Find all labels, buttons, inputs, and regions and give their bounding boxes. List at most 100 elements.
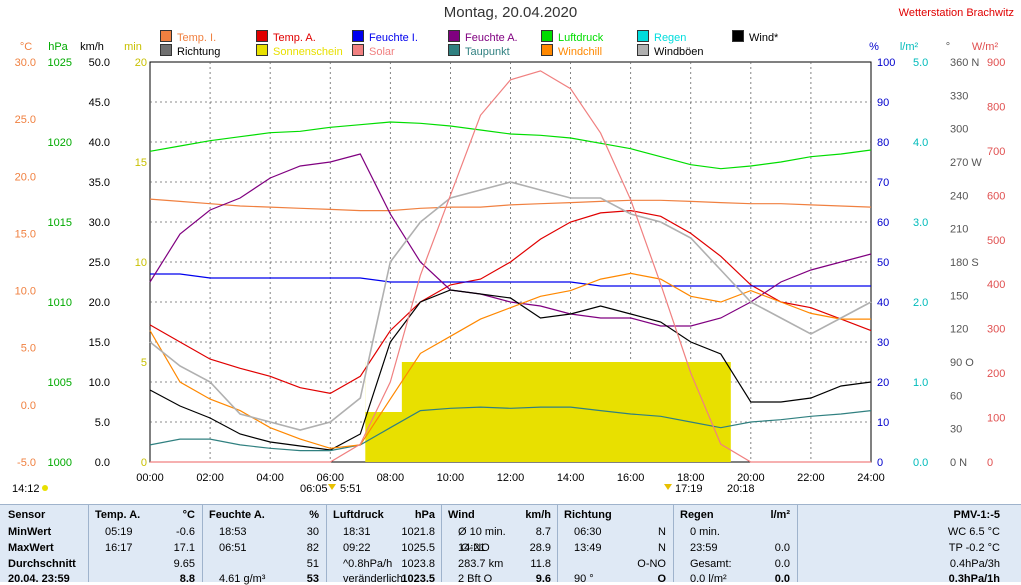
luftdruck-header: Luftdruck (333, 509, 384, 521)
pmv-header: PMV-1:-5 (953, 509, 1000, 521)
time-tick: 00:00 (136, 472, 164, 484)
feuchte-value: 82 (306, 542, 319, 554)
station-name: Wetterstation Brachwitz (898, 7, 1014, 19)
legend-label: Temp. A. (273, 32, 316, 44)
wind-tick: 35.0 (89, 177, 110, 189)
wind-tick: 10.0 (89, 377, 110, 389)
richtung-value: N (658, 526, 666, 538)
feuchte-cell: 4.61 g/m³ (219, 573, 266, 585)
legend-label: Richtung (177, 46, 221, 58)
direction-tick: 120 (950, 324, 968, 336)
solar-tick: 600 (987, 190, 1005, 202)
time-tick: 12:00 (497, 472, 525, 484)
legend-item: Feuchte I. (352, 30, 418, 44)
solar-tick: 300 (987, 324, 1005, 336)
legend-swatch (637, 30, 649, 42)
legend-swatch (732, 30, 744, 42)
axis-unit: km/h (80, 41, 104, 53)
humidity-tick: 90 (877, 97, 889, 109)
wind-value: 8.7 (535, 526, 551, 538)
time-tick: 02:00 (196, 472, 224, 484)
direction-tick: 360 N (950, 57, 979, 69)
sunshine-bars (365, 362, 731, 462)
temp-tick: 25.0 (15, 114, 36, 126)
table-divider (797, 505, 798, 582)
wind-cell: 283.7 km (458, 558, 504, 570)
temp-tick: 20.0 (15, 171, 36, 183)
humidity-tick: 30 (877, 337, 889, 349)
rain-tick: 4.0 (913, 137, 928, 149)
regen-cell: 0.0 l/m² (690, 573, 727, 585)
sunshine-gap (365, 362, 402, 412)
regen-header: Regen (680, 509, 714, 521)
rain-tick: 5.0 (913, 57, 928, 69)
direction-tick: 270 W (950, 157, 982, 169)
humidity-tick: 50 (877, 257, 889, 269)
regen-cell: 0 min. (690, 526, 720, 538)
series-luftdruck (149, 121, 872, 170)
richtung-cell: 06:30 (574, 526, 602, 538)
legend-swatch (160, 44, 172, 56)
table-divider (557, 505, 558, 582)
minute-tick: 20 (135, 57, 147, 69)
page-title: Montag, 20.04.2020 (443, 4, 578, 21)
legend-swatch (352, 44, 364, 56)
humidity-tick: 80 (877, 137, 889, 149)
direction-tick: 90 O (950, 357, 974, 369)
time-tick: 24:00 (857, 472, 885, 484)
axis-unit: hPa (48, 41, 68, 53)
humidity-tick: 60 (877, 217, 889, 229)
legend-swatch (160, 30, 172, 42)
luftdruck-value: 1025.5 (401, 542, 435, 554)
richtung-cell: 13:49 (574, 542, 602, 554)
legend-item: Richtung (160, 44, 220, 58)
luftdruck-cell: 18:31 (343, 526, 371, 538)
direction-tick: 210 (950, 224, 968, 236)
legend-item: Wind* (732, 30, 778, 44)
wind-tick: 20.0 (89, 297, 110, 309)
series-taupunkt (149, 406, 872, 452)
weather-chart: 30.025.020.015.010.05.00.0-5.01025102010… (12, 41, 1006, 495)
legend-item: Windchill (541, 44, 602, 58)
current-time-marker: 14:12 (12, 483, 40, 495)
feuchte-cell: 06:51 (219, 542, 247, 554)
temp-tick: 0.0 (21, 400, 36, 412)
axis-labels: 30.025.020.015.010.05.00.0-5.01025102010… (15, 41, 1006, 484)
time-tick: 20:00 (737, 472, 765, 484)
series-wind- (149, 289, 872, 451)
wind-cell: 14:21 (458, 542, 486, 554)
minute-tick: 0 (141, 457, 147, 469)
axis-unit: °C (20, 41, 32, 53)
sunset-time-alt: 20:18 (727, 483, 755, 495)
direction-tick: 180 S (950, 257, 979, 269)
temp-value: 17.1 (173, 542, 195, 554)
series-lines (149, 70, 872, 463)
pmv-value: 0.4hPa/3h (949, 558, 1000, 570)
axis-unit: ° (946, 41, 950, 53)
table-divider (326, 505, 327, 582)
time-tick: 22:00 (797, 472, 825, 484)
solar-tick: 700 (987, 146, 1005, 158)
direction-tick: 240 (950, 190, 968, 202)
temp-unit: °C (182, 509, 195, 521)
sunrise-time-alt: 5:51 (340, 483, 361, 495)
legend-label: Feuchte I. (369, 32, 418, 44)
axis-unit: l/m² (900, 41, 919, 53)
table-row-label: MinWert (8, 526, 52, 538)
feuchte-value: 51 (306, 558, 319, 570)
temp-value: 8.8 (179, 573, 195, 585)
legend-label: Windböen (654, 46, 704, 58)
regen-value: 0.0 (774, 573, 790, 585)
regen-unit: l/m² (770, 509, 790, 521)
sunshine-block (365, 362, 731, 462)
humidity-tick: 10 (877, 417, 889, 429)
sun-dot-icon (42, 485, 48, 491)
pressure-tick: 1005 (48, 377, 72, 389)
luftdruck-cell: 09:22 (343, 542, 371, 554)
axis-unit: % (869, 41, 879, 53)
legend-label: Temp. I. (177, 32, 217, 44)
wind-tick: 45.0 (89, 97, 110, 109)
feuchte-value: 30 (306, 526, 319, 538)
pmv-value: WC 6.5 °C (947, 526, 1000, 538)
series-windchill (149, 272, 871, 449)
